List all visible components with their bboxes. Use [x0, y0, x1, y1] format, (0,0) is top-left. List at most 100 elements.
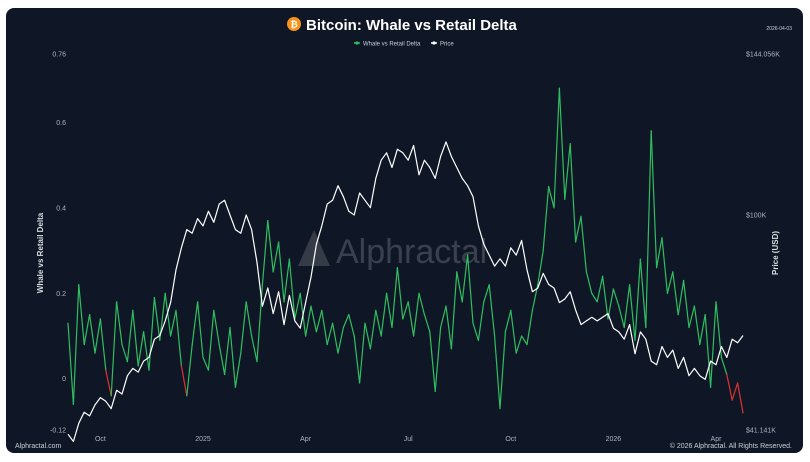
delta-segment [618, 305, 625, 329]
legend-marker-price [432, 41, 436, 45]
chart-title: Bitcoin: Whale vs Retail Delta [306, 17, 518, 34]
delta-segment [126, 309, 134, 363]
delta-segment [720, 356, 728, 376]
delta-segment [650, 130, 658, 269]
delta-segment [353, 335, 361, 384]
chart-svg: ₿ Bitcoin: Whale vs Retail Delta 2026-04… [15, 17, 792, 450]
y-axis-right-title: Price (USD) [771, 231, 780, 275]
delta-segment [272, 241, 280, 273]
delta-segment [207, 309, 215, 371]
y-axis-right-ticks: $144.056K $100K $41.141K [746, 52, 780, 435]
delta-segment [305, 305, 312, 337]
delta-segment [380, 292, 388, 337]
delta-segment [78, 284, 85, 346]
delta-segment [337, 326, 344, 354]
delta-segment [542, 185, 550, 252]
delta-segment [655, 237, 663, 269]
y-left-tick-label: 0.2 [56, 291, 66, 298]
price-series [67, 141, 744, 443]
delta-segment [67, 322, 75, 405]
delta-segment [375, 309, 382, 337]
delta-segment [342, 314, 350, 329]
delta-segment [553, 87, 561, 209]
x-tick-label: 2025 [195, 436, 211, 443]
y-left-tick-label: 0.4 [56, 205, 66, 212]
delta-segment [121, 343, 129, 363]
y-right-tick-label: $41.141K [746, 428, 776, 435]
delta-segment [477, 301, 485, 341]
delta-segment [537, 249, 544, 286]
delta-segment [364, 322, 371, 350]
delta-segment [99, 318, 107, 371]
delta-segment [170, 309, 177, 337]
delta-segment [148, 296, 155, 371]
delta-segment [402, 301, 409, 320]
delta-segment [278, 241, 285, 303]
delta-segment [628, 284, 636, 341]
delta-segment [234, 352, 242, 388]
delta-segment [369, 309, 377, 350]
delta-segment [153, 296, 161, 341]
delta-segment [634, 258, 642, 341]
delta-segment [612, 288, 620, 307]
chart-panel: ₿ Bitcoin: Whale vs Retail Delta 2026-04… [6, 8, 803, 453]
delta-segment [413, 292, 420, 337]
delta-segment [294, 292, 301, 320]
delta-segment [699, 314, 706, 346]
y-left-tick-label: -0.12 [50, 428, 66, 435]
delta-segment [261, 220, 269, 286]
delta-segment [704, 314, 712, 388]
watermark-logo-icon [298, 230, 330, 266]
delta-segment [72, 284, 80, 405]
delta-segment [688, 305, 696, 329]
legend: Whale vs Retail Delta Price [354, 41, 454, 48]
delta-segment [386, 292, 393, 329]
delta-segment [564, 143, 571, 200]
delta-segment [467, 254, 474, 324]
x-tick-label: Oct [505, 436, 516, 443]
delta-segment [186, 343, 193, 397]
delta-segment [321, 309, 328, 346]
delta-segment [88, 314, 96, 354]
delta-segment [672, 271, 679, 316]
legend-label-delta: Whale vs Retail Delta [363, 42, 421, 48]
delta-segment [240, 301, 247, 354]
delta-segment [623, 284, 631, 329]
delta-segment [483, 284, 490, 303]
delta-segment [418, 292, 425, 316]
delta-segment [94, 318, 102, 354]
delta-segment [391, 267, 398, 329]
delta-segment [180, 365, 188, 397]
delta-segment [520, 335, 528, 346]
delta-segment [504, 309, 512, 333]
delta-segment [591, 292, 598, 303]
x-tick-label: Oct [95, 436, 106, 443]
delta-segment [332, 322, 339, 354]
delta-segment [137, 331, 145, 367]
delta-segment [429, 331, 436, 393]
delta-segment [396, 267, 404, 320]
price-line [67, 141, 744, 443]
delta-segment [526, 309, 534, 346]
delta-segment [251, 335, 258, 363]
delta-segment [83, 314, 91, 346]
footer-site: Alphractal.com [15, 443, 61, 450]
delta-segment [440, 305, 447, 329]
delta-segment [434, 326, 442, 393]
delta-segment [515, 335, 523, 354]
delta-segment [580, 215, 588, 273]
delta-segment [499, 331, 506, 410]
delta-segment [574, 215, 582, 243]
delta-segment [175, 309, 182, 367]
delta-segment [607, 288, 615, 320]
delta-segment [585, 271, 593, 294]
y-axis-left-ticks: 0.76 0.6 0.4 0.2 0 -0.12 [50, 52, 66, 435]
delta-segment [423, 314, 431, 333]
y-right-tick-label: $144.056K [746, 52, 780, 59]
delta-segment [224, 326, 231, 376]
watermark-text: Alphractal [336, 233, 487, 271]
delta-segment [596, 275, 604, 303]
delta-segment [510, 309, 517, 354]
delta-segment [450, 271, 458, 350]
delta-segment [288, 258, 296, 320]
